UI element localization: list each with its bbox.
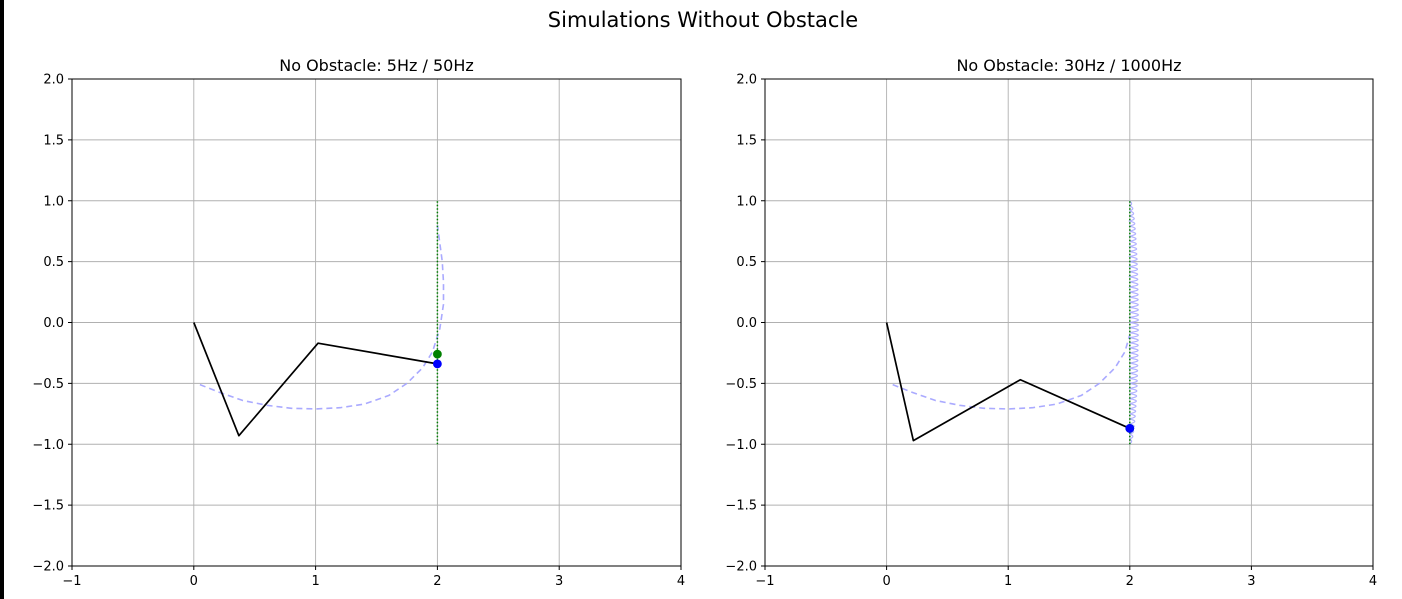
y-tick-label: 1.5 bbox=[736, 133, 757, 148]
y-tick-label: −1.5 bbox=[32, 499, 64, 514]
x-tick-label: 3 bbox=[1247, 574, 1255, 589]
y-tick-label: 1.0 bbox=[43, 194, 64, 209]
y-tick-label: −1.0 bbox=[32, 438, 64, 453]
x-tick-label: 3 bbox=[555, 574, 563, 589]
y-tick-label: 0.5 bbox=[43, 255, 64, 270]
x-tick-label: 4 bbox=[1369, 574, 1377, 589]
trace-oscillation-line bbox=[1127, 200, 1139, 445]
y-tick-label: 1.0 bbox=[736, 194, 757, 209]
arm-line bbox=[193, 322, 438, 437]
x-tick-label: 0 bbox=[882, 574, 890, 589]
x-tick-label: 2 bbox=[433, 574, 441, 589]
y-tick-label: 0.5 bbox=[736, 255, 757, 270]
x-tick-label: 1 bbox=[311, 574, 319, 589]
end-effector-marker bbox=[1125, 424, 1135, 433]
subplot-title: No Obstacle: 30Hz / 1000Hz bbox=[956, 56, 1181, 75]
y-tick-label: −2.0 bbox=[32, 560, 64, 575]
y-tick-label: 2.0 bbox=[736, 73, 757, 88]
end-effector-marker bbox=[432, 359, 442, 369]
y-tick-label: −1.5 bbox=[725, 499, 757, 514]
x-tick-label: −1 bbox=[755, 574, 774, 589]
goal-point-marker bbox=[432, 349, 442, 359]
subplot-title: No Obstacle: 5Hz / 50Hz bbox=[279, 56, 474, 75]
y-tick-label: 0.0 bbox=[43, 316, 64, 331]
trace-line bbox=[199, 224, 445, 410]
plot-area bbox=[193, 200, 445, 445]
y-tick-label: −0.5 bbox=[725, 377, 757, 392]
figure-suptitle: Simulations Without Obstacle bbox=[548, 8, 858, 32]
y-tick-label: 2.0 bbox=[43, 73, 64, 88]
x-tick-label: 0 bbox=[190, 574, 198, 589]
subplot-right: No Obstacle: 30Hz / 1000Hz −1 0 1 2 3 4 −2.0 −1.… bbox=[725, 56, 1377, 589]
plot-area bbox=[885, 200, 1139, 445]
trace-line bbox=[892, 334, 1131, 410]
y-tick-label: −1.0 bbox=[725, 438, 757, 453]
y-tick-label: 0.0 bbox=[736, 316, 757, 331]
edge-strip bbox=[0, 0, 4, 599]
y-tick-label: −0.5 bbox=[32, 377, 64, 392]
subplot-left: No Obstacle: 5Hz / 50Hz −1 0 1 2 3 4 −2.0 −1.5 −1… bbox=[32, 56, 685, 589]
x-tick-label: 4 bbox=[677, 574, 685, 589]
y-tick-label: −2.0 bbox=[725, 560, 757, 575]
x-tick-label: 2 bbox=[1126, 574, 1134, 589]
x-tick-label: 1 bbox=[1004, 574, 1012, 589]
y-tick-label: 1.5 bbox=[43, 133, 64, 148]
arm-line bbox=[885, 322, 1131, 442]
x-tick-label: −1 bbox=[62, 574, 81, 589]
